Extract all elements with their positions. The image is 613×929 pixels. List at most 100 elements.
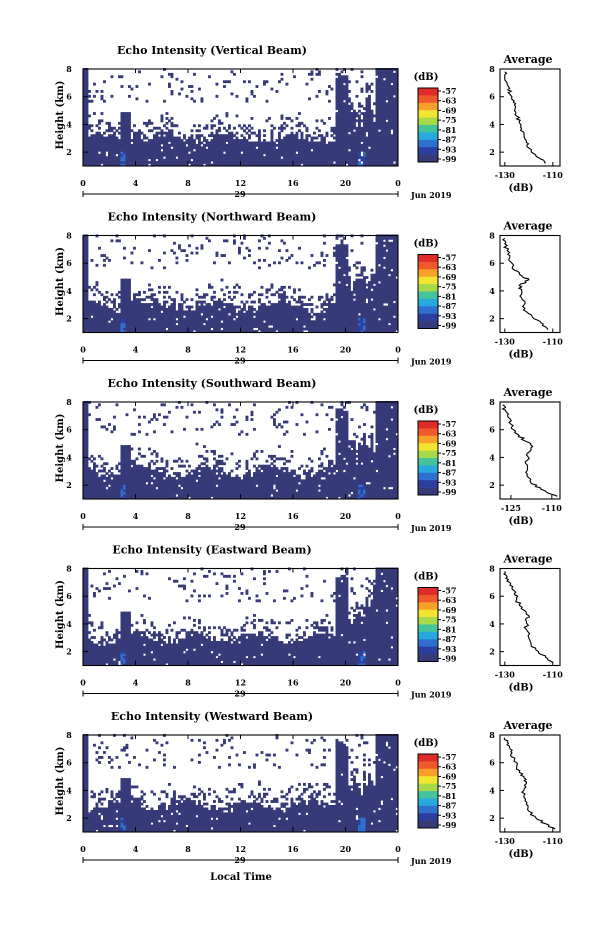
heatmap-cell xyxy=(375,303,379,306)
profile-y-tick-label: 2 xyxy=(489,314,495,324)
heatmap-cell xyxy=(123,325,126,328)
heatmap-cell xyxy=(345,82,349,86)
heatmap-cell xyxy=(83,481,86,485)
heatmap-cell xyxy=(358,102,361,106)
heatmap-cell xyxy=(353,263,356,267)
heatmap-cell xyxy=(388,251,391,255)
heatmap-cell xyxy=(368,87,371,91)
heatmap-cell xyxy=(358,146,361,150)
heatmap-cell xyxy=(218,310,221,314)
heatmap-cell xyxy=(223,303,226,306)
heatmap-cell xyxy=(280,146,284,150)
heatmap-cell xyxy=(395,158,399,162)
heatmap-cell xyxy=(230,303,234,306)
heatmap-cell xyxy=(178,156,181,160)
heatmap-cell xyxy=(303,320,306,324)
heatmap-cell xyxy=(305,322,309,326)
heatmap-cell xyxy=(200,317,204,321)
heatmap-cell xyxy=(110,156,114,160)
heatmap-cell xyxy=(290,325,294,328)
heatmap-cell xyxy=(338,246,341,250)
heatmap-cell xyxy=(308,141,311,145)
heatmap-cell xyxy=(145,136,149,140)
heatmap-cell xyxy=(293,290,296,294)
heatmap-cell xyxy=(85,496,89,500)
heatmap-cell xyxy=(213,330,216,333)
heatmap-cell xyxy=(273,305,276,309)
heatmap-cell xyxy=(285,117,289,120)
heatmap-cell xyxy=(248,158,251,162)
heatmap-cell xyxy=(128,131,131,135)
heatmap-cell xyxy=(168,310,171,314)
heatmap-cell xyxy=(193,310,196,314)
heatmap-cell xyxy=(188,143,191,147)
heatmap-cell xyxy=(243,163,246,167)
heatmap-cell xyxy=(243,325,246,328)
heatmap-cell xyxy=(200,158,204,162)
heatmap-cell xyxy=(315,158,319,162)
heatmap-cell xyxy=(305,310,309,314)
heatmap-cell xyxy=(85,80,89,84)
heatmap-cell xyxy=(93,151,96,155)
heatmap-cell xyxy=(390,288,394,292)
heatmap-cell xyxy=(378,117,381,120)
heatmap-cell xyxy=(353,281,356,284)
heatmap-cell xyxy=(343,327,346,331)
heatmap-cell xyxy=(205,308,209,311)
heatmap-cell xyxy=(238,305,241,309)
heatmap-cell xyxy=(138,325,141,328)
heatmap-cell xyxy=(183,325,186,328)
heatmap-cell xyxy=(363,288,366,292)
heatmap-cell xyxy=(345,126,349,130)
heatmap-cell xyxy=(343,119,346,123)
heatmap-cell xyxy=(323,300,326,304)
heatmap-cell xyxy=(105,315,109,319)
heatmap-cell xyxy=(335,322,339,326)
heatmap-cell xyxy=(100,146,104,150)
heatmap-cell xyxy=(103,141,106,145)
heatmap-cell xyxy=(343,80,346,84)
heatmap-cell xyxy=(125,320,129,324)
heatmap-cell xyxy=(380,312,384,316)
x-tick-label: 20 xyxy=(340,178,352,188)
heatmap-cell xyxy=(393,327,396,331)
heatmap-cell xyxy=(378,119,381,123)
heatmap-cell xyxy=(95,303,99,306)
heatmap-cell xyxy=(90,491,94,495)
heatmap-cell xyxy=(168,315,171,319)
heatmap-cell xyxy=(395,290,399,294)
heatmap-cell xyxy=(378,322,381,326)
heatmap-cell xyxy=(383,141,386,145)
heatmap-cell xyxy=(383,99,386,103)
heatmap-cell xyxy=(173,124,176,128)
heatmap-cell xyxy=(100,312,104,316)
heatmap-cell xyxy=(180,293,184,297)
heatmap-cell xyxy=(110,479,114,483)
heatmap-cell xyxy=(228,134,231,138)
heatmap-cell xyxy=(235,322,239,326)
heatmap-cell xyxy=(390,99,394,103)
heatmap-cell xyxy=(200,310,204,314)
heatmap-cell xyxy=(118,163,121,167)
heatmap-cell xyxy=(83,327,86,331)
heatmap-cell xyxy=(283,136,286,140)
heatmap-cell xyxy=(393,139,396,142)
heatmap-cell xyxy=(323,308,326,311)
heatmap-cell xyxy=(248,146,251,150)
heatmap-cell xyxy=(280,163,284,167)
heatmap-cell xyxy=(290,161,294,164)
heatmap-cell xyxy=(120,283,124,287)
heatmap-cell xyxy=(323,322,326,326)
heatmap-cell xyxy=(190,136,194,140)
heatmap-cell xyxy=(193,322,196,326)
heatmap-cell xyxy=(98,496,101,500)
heatmap-cell xyxy=(335,315,339,319)
heatmap-cell xyxy=(85,435,89,439)
heatmap-cell xyxy=(85,136,89,140)
heatmap-cell xyxy=(363,320,366,324)
heatmap-cell xyxy=(90,459,94,463)
heatmap-cell xyxy=(195,320,199,324)
heatmap-cell xyxy=(100,305,104,309)
heatmap-cell xyxy=(348,305,351,309)
heatmap-cell xyxy=(123,131,126,135)
